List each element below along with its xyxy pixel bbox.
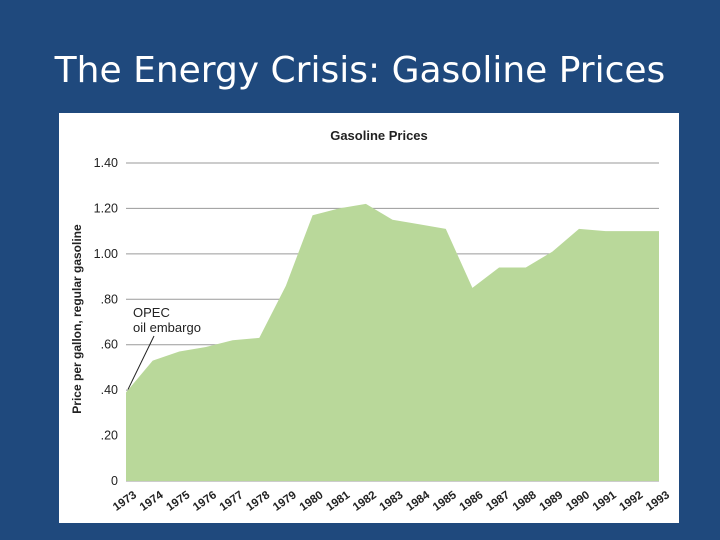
y-axis-label: Price per gallon, regular gasoline <box>70 224 84 414</box>
y-tick-label: .20 <box>101 429 118 443</box>
annotation-pointer <box>127 335 155 390</box>
x-tick-label: 1984 <box>404 489 432 514</box>
x-tick-label: 1973 <box>111 489 139 514</box>
chart-title: Gasoline Prices <box>330 128 428 143</box>
x-tick-label: 1980 <box>298 489 326 514</box>
x-tick-label: 1987 <box>484 489 512 514</box>
price-area <box>126 203 659 481</box>
y-tick-label: .60 <box>101 338 118 352</box>
annotation-line-1: OPEC <box>133 305 170 320</box>
x-tick-label: 1991 <box>591 489 619 514</box>
x-tick-label: 1993 <box>644 489 672 514</box>
x-tick-label: 1985 <box>431 489 459 514</box>
x-tick-label: 1979 <box>271 489 299 514</box>
slide-title: The Energy Crisis: Gasoline Prices <box>54 50 666 91</box>
y-tick-label: 1.20 <box>94 201 118 215</box>
x-tick-label: 1983 <box>378 489 406 514</box>
x-tick-label: 1974 <box>138 489 166 514</box>
y-tick-label: .40 <box>101 383 118 397</box>
x-tick-label: 1986 <box>458 489 486 514</box>
x-tick-label: 1982 <box>351 489 379 514</box>
x-tick-label: 1978 <box>244 489 272 514</box>
x-tick-label: 1990 <box>564 489 592 514</box>
y-tick-label: 0 <box>111 474 118 488</box>
gasoline-price-chart: Gasoline Prices 0 .20 .40 .60 .80 1.00 1.20 1.4… <box>70 128 672 514</box>
x-tick-label: 1975 <box>164 489 192 514</box>
annotation-line-2: oil embargo <box>133 320 201 335</box>
x-tick-label: 1981 <box>324 489 352 514</box>
x-tick-label: 1976 <box>191 489 219 514</box>
x-tick-label: 1977 <box>218 489 246 514</box>
y-tick-label: .80 <box>101 292 118 306</box>
x-tick-label: 1992 <box>617 489 645 514</box>
chart-panel: Gasoline Prices 0 .20 .40 .60 .80 1.00 1.20 1.4… <box>59 113 679 523</box>
x-tick-label: 1988 <box>511 489 539 514</box>
x-tick-label: 1989 <box>538 489 566 514</box>
y-tick-label: 1.40 <box>94 156 118 170</box>
y-tick-label: 1.00 <box>94 247 118 261</box>
